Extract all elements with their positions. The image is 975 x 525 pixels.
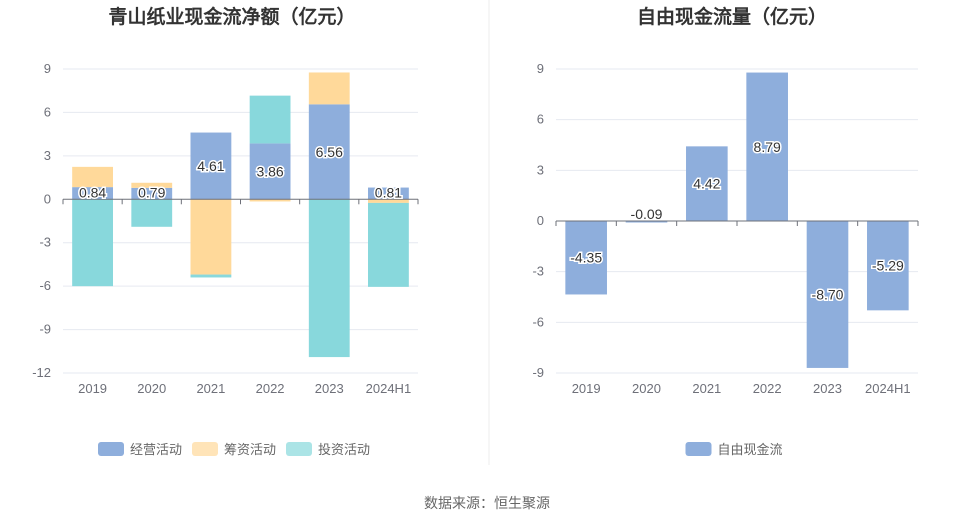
y-tick-label: 6 [537,112,544,127]
bar-经营活动-2024H1 [368,187,409,200]
free-cashflow-chart: 自由现金流量（亿元） 9 6 3 0 -3 -6 -9 2019 2020 2021 2022 2023… [532,5,919,457]
y-tick-label: -3 [39,235,51,250]
bar-筹资活动-2019 [72,166,113,188]
legend-label: 投资活动 [318,442,370,457]
bar-筹资活动-2024H1 [368,199,409,203]
bar-筹资活动-2021 [190,199,232,275]
y-tick-label: -3 [532,264,544,279]
cashflow-net-chart: 青山纸业现金流净额（亿元） 9 6 3 0 -3 -6 -9 -12 2019 2020 2021 20… [32,5,419,457]
y-tick-label: 0 [44,191,51,206]
y-tick-label: -6 [39,278,51,293]
legend-label: 自由现金流 [718,442,783,457]
chart-title: 青山纸业现金流净额（亿元） [108,5,355,28]
y-tick-label: -9 [532,365,544,380]
bar-筹资活动-2023 [308,72,350,105]
x-tick-label: 2023 [813,381,842,396]
bar-经营活动-2022 [249,143,291,200]
x-tick-label: 2019 [78,381,107,396]
x-tick-label: 2020 [137,381,166,396]
bar-筹资活动-2022 [249,199,291,202]
legend-swatch [286,442,312,456]
y-tick-label: 3 [44,148,51,163]
source-note: 数据来源：恒生聚源 [424,495,550,511]
y-tick-label: 3 [537,162,544,177]
legend-swatch [685,442,712,456]
y-tick-label: -9 [39,322,51,337]
x-tick-label: 2024H1 [865,381,911,396]
x-tick-label: 2022 [256,381,285,396]
bar-自由现金流-2023 [806,221,849,368]
bar-经营活动-2021 [190,132,232,200]
bar-筹资活动-2020 [131,182,173,188]
legend-label: 经营活动 [130,442,182,457]
bar-经营活动-2020 [131,187,173,200]
x-tick-label: 2020 [632,381,661,396]
x-tick-label: 2023 [315,381,344,396]
data-label: 8.79 [754,139,781,155]
y-tick-label: 0 [537,213,544,228]
data-label: 6.56 [316,144,343,160]
bar-自由现金流-2019 [565,221,607,295]
x-tick-label: 2021 [196,381,225,396]
bar-投资活动-2020 [131,199,173,227]
y-tick-label: -6 [532,314,544,329]
data-label: -8.70 [812,286,844,302]
y-tick-label: 6 [44,104,51,119]
x-tick-label: 2021 [692,381,721,396]
bar-经营活动-2019 [72,187,113,200]
bar-经营活动-2023 [308,104,350,200]
x-tick-label: 2022 [753,381,782,396]
y-tick-label: -12 [32,365,51,380]
y-tick-label: 9 [44,61,51,76]
data-label: 0.79 [138,184,165,200]
legend-label: 筹资活动 [224,442,276,457]
data-label: -0.09 [631,206,663,222]
data-label: 3.86 [256,163,283,179]
bar-自由现金流-2024H1 [867,221,909,311]
data-label: 0.81 [375,184,402,200]
legend-swatch [192,442,218,456]
data-label: -5.29 [872,258,904,274]
x-tick-label: 2024H1 [366,381,412,396]
legend-swatch [98,442,124,456]
chart-title: 自由现金流量（亿元） [637,5,827,28]
bar-自由现金流-2022 [746,72,788,222]
bar-投资活动-2022 [249,95,291,144]
data-label: 4.61 [197,158,224,174]
bar-投资活动-2021 [190,274,232,278]
data-label: 0.84 [79,184,106,200]
bar-投资活动-2023 [308,199,350,358]
bar-投资活动-2019 [72,199,113,287]
bar-自由现金流-2020 [625,221,668,223]
data-label: 4.42 [693,176,720,192]
bar-自由现金流-2021 [686,146,728,221]
data-label: -4.35 [570,250,602,266]
x-tick-label: 2019 [572,381,601,396]
y-tick-label: 9 [537,61,544,76]
bar-投资活动-2024H1 [368,202,409,287]
